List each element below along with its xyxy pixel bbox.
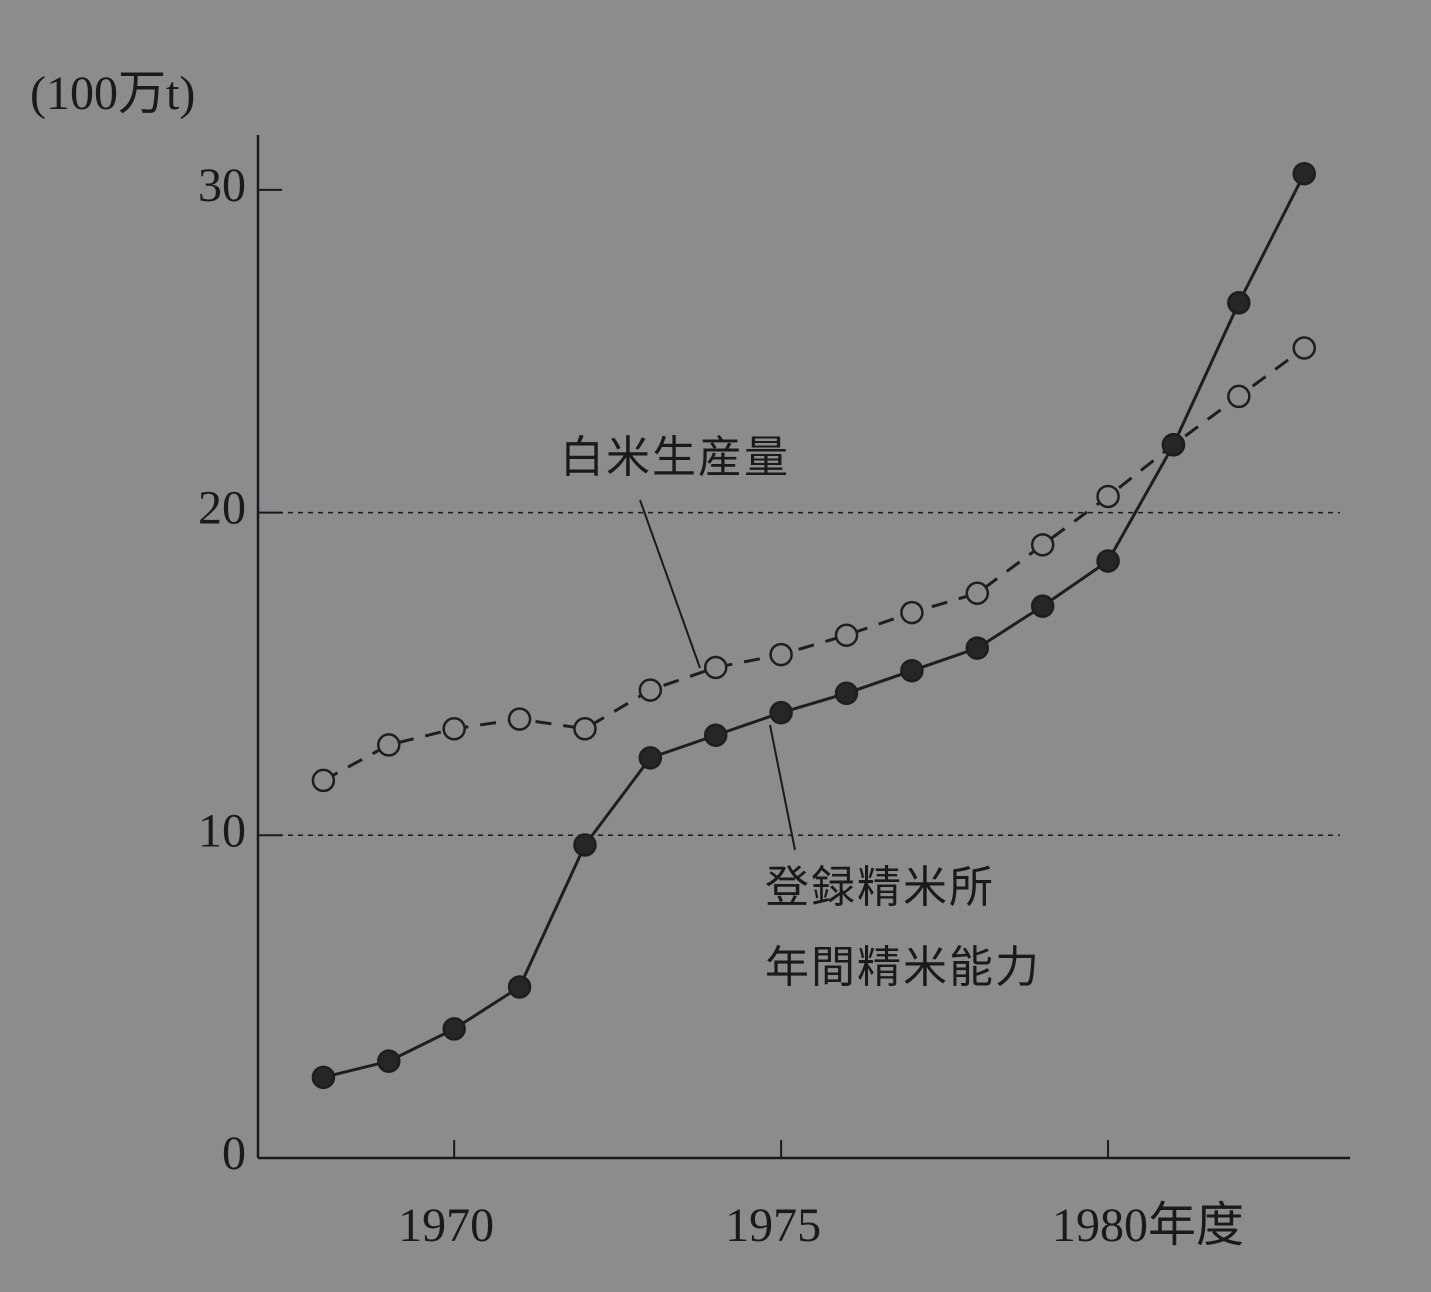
- data-point: [1096, 484, 1120, 509]
- series-label: 白米生産量: [560, 432, 790, 483]
- data-point: [703, 655, 728, 680]
- y-tick-label: 10: [198, 804, 246, 857]
- y-tick-label: 20: [198, 482, 246, 535]
- data-point: [965, 581, 990, 606]
- data-point: [1227, 291, 1251, 315]
- data-point: [769, 642, 793, 667]
- data-point: [573, 717, 597, 741]
- data-point: [507, 975, 532, 999]
- data-point: [1292, 161, 1316, 186]
- data-point: [1292, 336, 1316, 360]
- data-point: [311, 768, 336, 793]
- data-point: [834, 681, 859, 706]
- series-line: [322, 346, 1306, 782]
- data-point: [1096, 549, 1120, 573]
- y-tick-label: 30: [198, 159, 246, 212]
- data-point: [573, 833, 597, 857]
- series-label: 登録精米所 年間精米能力: [765, 862, 1041, 993]
- data-point: [1030, 594, 1055, 618]
- leader-line: [769, 724, 796, 851]
- leader-line: [639, 499, 701, 669]
- data-point: [377, 1049, 401, 1073]
- x-tick-label: 1980年度: [1052, 1199, 1244, 1252]
- y-axis-label: (100万t): [30, 67, 195, 120]
- data-point: [377, 733, 401, 757]
- data-point: [638, 746, 663, 770]
- x-tick-label: 1970: [398, 1199, 494, 1252]
- data-point: [1227, 384, 1251, 409]
- x-tick-label: 1975: [725, 1199, 821, 1252]
- data-point: [834, 623, 859, 647]
- data-point: [965, 636, 990, 660]
- data-point: [442, 1017, 466, 1041]
- data-point: [769, 700, 793, 725]
- data-point: [638, 678, 663, 702]
- data-point: [311, 1065, 336, 1090]
- data-point: [1161, 433, 1186, 457]
- series-line: [323, 173, 1306, 1079]
- data-point: [507, 707, 532, 731]
- data-point: [900, 600, 924, 625]
- data-point: [703, 723, 728, 747]
- y-tick-label: 0: [222, 1127, 246, 1180]
- data-point: [442, 717, 466, 741]
- data-point: [900, 658, 924, 683]
- data-point: [1030, 533, 1055, 557]
